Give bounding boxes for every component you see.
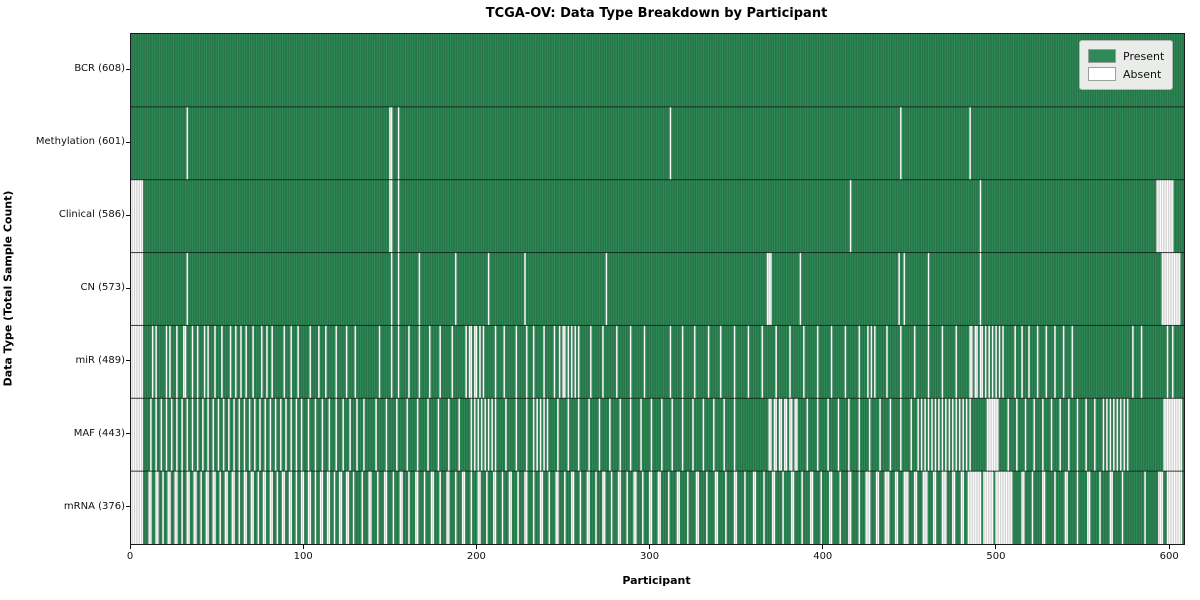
- presence-heatmap-canvas: [131, 34, 1184, 544]
- y-tick-label-methylation: Methylation (601): [35, 136, 125, 148]
- x-tick-label-200: 200: [466, 551, 486, 562]
- y-tick-mark: [126, 360, 130, 362]
- x-tick-mark: [475, 545, 477, 549]
- legend-entry-absent: Absent: [1088, 65, 1164, 83]
- legend-entry-present: Present: [1088, 47, 1164, 65]
- y-tick-label-cn: CN (573): [80, 282, 125, 293]
- x-tick-mark: [302, 545, 304, 549]
- legend-swatch-absent-icon: [1088, 67, 1116, 81]
- legend-label-absent: Absent: [1123, 67, 1162, 81]
- x-tick-label-600: 600: [1159, 551, 1179, 562]
- y-tick-mark: [126, 141, 130, 143]
- y-tick-mark: [126, 287, 130, 289]
- x-tick-mark: [822, 545, 824, 549]
- x-tick-mark: [649, 545, 651, 549]
- y-tick-label-mir: miR (489): [75, 354, 125, 366]
- x-tick-mark: [1168, 545, 1170, 549]
- chart-title: TCGA-OV: Data Type Breakdown by Particip…: [485, 6, 828, 21]
- x-tick-mark: [995, 545, 997, 549]
- x-tick-mark: [129, 545, 131, 549]
- y-tick-label-maf: MAF (443): [73, 427, 125, 439]
- y-axis-label: Data Type (Total Sample Count): [1, 190, 15, 387]
- plot-area: [130, 33, 1185, 545]
- legend: Present Absent: [1079, 40, 1173, 90]
- y-tick-mark: [126, 214, 130, 216]
- y-tick-label-mrna: mRNA (376): [63, 500, 125, 512]
- legend-label-present: Present: [1123, 49, 1165, 63]
- x-tick-label-300: 300: [640, 551, 660, 562]
- x-tick-label-100: 100: [293, 551, 313, 562]
- x-tick-label-400: 400: [813, 551, 833, 562]
- y-tick-label-clinical: Clinical (586): [58, 209, 125, 221]
- legend-swatch-present-icon: [1088, 49, 1116, 63]
- y-tick-mark: [126, 433, 130, 435]
- x-tick-label-500: 500: [986, 551, 1006, 562]
- y-tick-label-bcr: BCR (608): [74, 63, 125, 75]
- y-tick-mark: [126, 506, 130, 508]
- x-tick-label-0: 0: [126, 551, 134, 562]
- x-axis-label: Participant: [622, 574, 691, 587]
- y-tick-mark: [126, 68, 130, 70]
